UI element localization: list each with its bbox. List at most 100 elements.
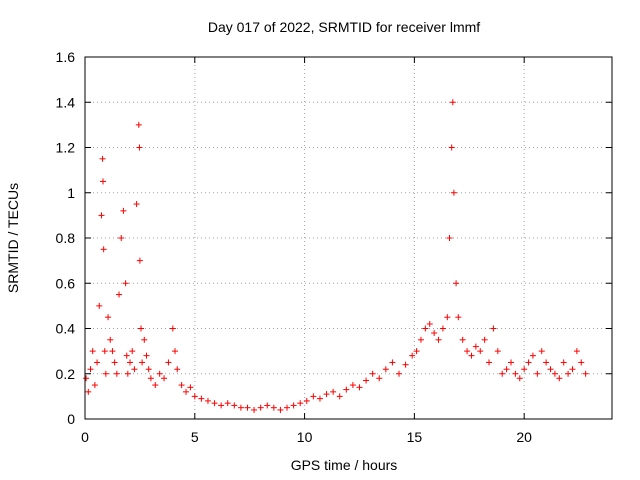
data-point: [363, 377, 370, 384]
data-point: [435, 336, 442, 343]
y-tick-label: 1.2: [56, 140, 76, 156]
data-point: [439, 325, 446, 332]
data-point: [534, 370, 541, 377]
data-point: [284, 404, 291, 411]
data-point: [136, 144, 143, 151]
data-point: [191, 393, 198, 400]
y-axis-label: SRMTID / TECUs: [5, 183, 21, 293]
data-point: [578, 359, 585, 366]
y-tick-label: 0: [67, 411, 75, 427]
data-point: [218, 402, 225, 409]
data-point: [402, 361, 409, 368]
data-point: [455, 314, 462, 321]
data-point: [91, 382, 98, 389]
data-point: [133, 201, 140, 208]
data-point: [349, 382, 356, 389]
data-point: [422, 325, 429, 332]
data-point: [204, 397, 211, 404]
data-point: [183, 388, 190, 395]
data-point: [100, 246, 107, 253]
data-point: [316, 395, 323, 402]
data-point: [277, 406, 284, 413]
data-point: [85, 388, 92, 395]
data-point: [137, 325, 144, 332]
data-point: [129, 348, 136, 355]
data-point: [102, 370, 109, 377]
data-point: [257, 404, 264, 411]
data-point: [101, 348, 108, 355]
data-point: [529, 352, 536, 359]
data-point: [330, 388, 337, 395]
data-point: [107, 336, 114, 343]
data-point: [122, 280, 129, 287]
data-point: [131, 366, 138, 373]
data-point: [156, 370, 163, 377]
data-point: [99, 155, 106, 162]
y-tick-label: 0.2: [56, 366, 76, 382]
data-point: [136, 257, 143, 264]
data-point: [573, 348, 580, 355]
data-point: [310, 393, 317, 400]
data-point: [83, 375, 90, 382]
data-point: [547, 366, 554, 373]
data-point: [343, 386, 350, 393]
data-point: [525, 359, 532, 366]
data-point: [96, 302, 103, 309]
data-point: [507, 359, 514, 366]
data-point: [172, 348, 179, 355]
data-point: [336, 393, 343, 400]
data-point: [231, 402, 238, 409]
data-point: [494, 348, 501, 355]
data-point: [486, 359, 493, 366]
y-tick-label: 1: [67, 185, 75, 201]
data-point: [237, 404, 244, 411]
data-point: [118, 235, 125, 241]
data-point: [382, 366, 389, 373]
data-point: [169, 325, 176, 332]
data-point: [116, 291, 123, 298]
data-point: [224, 400, 231, 407]
data-point: [143, 352, 150, 359]
data-point: [569, 366, 576, 373]
data-point: [251, 406, 258, 413]
y-tick-label: 0.8: [56, 230, 76, 246]
data-point: [113, 370, 120, 377]
x-tick-label: 0: [81, 429, 89, 445]
data-point: [477, 348, 484, 355]
data-point: [512, 370, 519, 377]
data-point: [453, 280, 460, 287]
data-point: [582, 370, 589, 377]
data-point: [426, 320, 433, 327]
data-point: [449, 99, 456, 106]
x-axis-ticks: 0 5 10 15 20: [81, 57, 532, 445]
data-point: [543, 359, 550, 366]
data-point: [141, 336, 148, 343]
data-point: [468, 352, 475, 359]
data-point: [560, 359, 567, 366]
x-tick-label: 20: [516, 429, 532, 445]
data-point: [490, 325, 497, 332]
data-point: [464, 348, 471, 355]
data-point: [556, 375, 563, 382]
data-point: [290, 402, 297, 409]
y-tick-label: 0.4: [56, 321, 76, 337]
data-point: [187, 384, 194, 391]
data-point: [444, 314, 451, 321]
data-point: [472, 343, 479, 350]
data-point: [297, 400, 304, 407]
data-point: [244, 404, 251, 411]
data-point: [211, 400, 218, 407]
y-tick-label: 1.6: [56, 49, 76, 65]
data-point: [165, 359, 172, 366]
plot-frame: [84, 56, 613, 420]
data-point: [270, 404, 277, 411]
data-point: [448, 144, 455, 151]
data-point: [376, 375, 383, 382]
data-point: [264, 402, 271, 409]
data-point: [120, 207, 127, 214]
data-point: [198, 395, 205, 402]
data-points: [83, 99, 589, 413]
data-point: [409, 352, 416, 359]
data-point: [145, 366, 152, 373]
data-point: [503, 366, 510, 373]
